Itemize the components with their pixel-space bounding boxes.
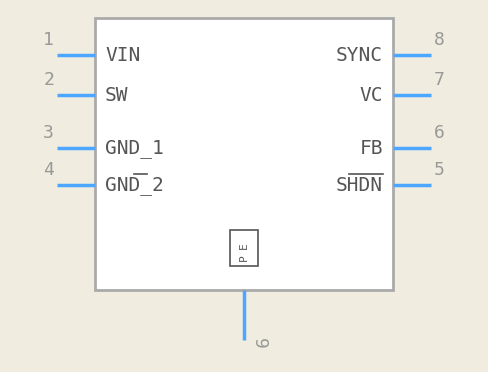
Text: GND_1: GND_1 (105, 138, 164, 157)
Text: 4: 4 (43, 161, 54, 179)
Text: SW: SW (105, 86, 128, 105)
Text: VIN: VIN (105, 45, 140, 64)
Text: 6: 6 (434, 124, 445, 142)
Text: 1: 1 (43, 31, 54, 49)
Bar (230, 230, 258, 266)
Text: 7: 7 (434, 71, 445, 89)
Text: SYNC: SYNC (336, 45, 383, 64)
Text: 9: 9 (250, 338, 268, 349)
Text: 8: 8 (434, 31, 445, 49)
Text: VC: VC (360, 86, 383, 105)
Text: FB: FB (360, 138, 383, 157)
Text: SHDN: SHDN (336, 176, 383, 195)
Text: P: P (239, 254, 249, 262)
Text: E: E (239, 243, 249, 249)
Text: 5: 5 (434, 161, 445, 179)
Bar (95, 18, 393, 290)
Text: 3: 3 (43, 124, 54, 142)
Text: 2: 2 (43, 71, 54, 89)
Text: GND_2: GND_2 (105, 176, 164, 195)
